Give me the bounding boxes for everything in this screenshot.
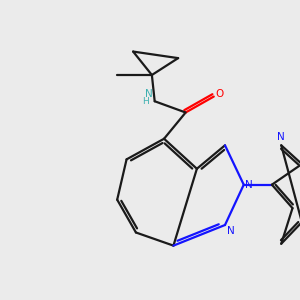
Text: H: H — [142, 97, 148, 106]
Text: N: N — [146, 89, 153, 99]
Text: O: O — [215, 88, 223, 99]
Text: N: N — [278, 132, 285, 142]
Text: N: N — [226, 226, 234, 236]
Text: N: N — [245, 180, 253, 190]
